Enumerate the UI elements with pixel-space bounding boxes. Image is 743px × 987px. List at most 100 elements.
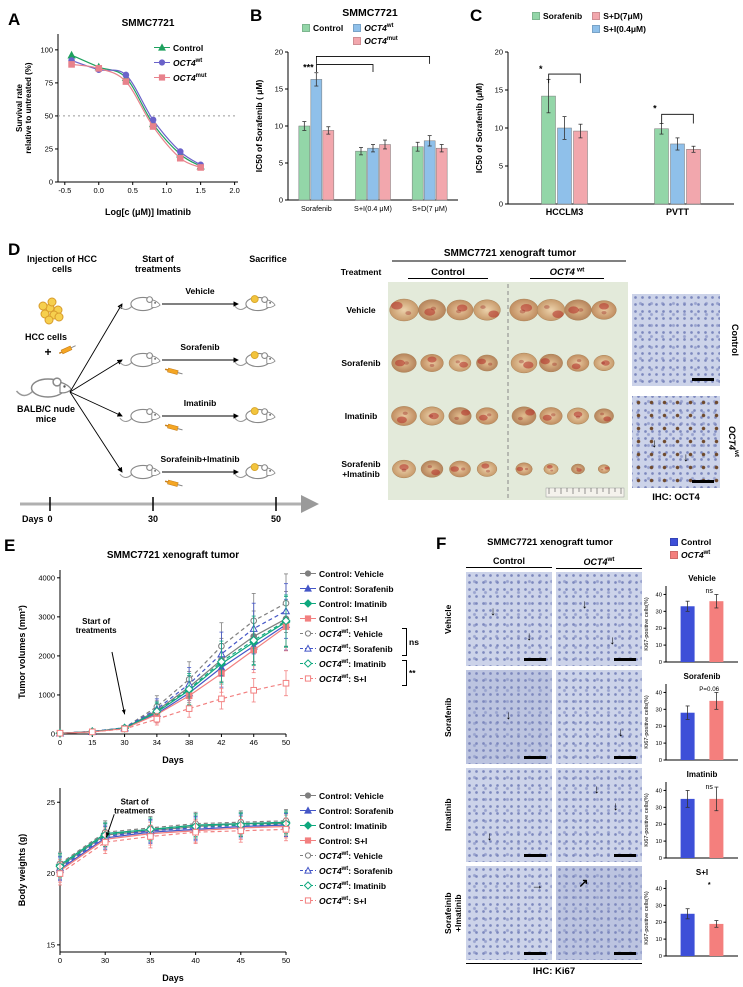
tumor-photo xyxy=(476,461,498,477)
stain-arrow-icon: ↓ xyxy=(683,450,690,465)
tumor-photo xyxy=(564,299,592,321)
svg-text:Control: Control xyxy=(431,267,465,278)
legend-item: OCT4wt: Sorafenib xyxy=(300,863,394,878)
svg-text:Imatinib: Imatinib xyxy=(345,411,378,421)
svg-text:50: 50 xyxy=(271,514,281,524)
svg-text:20: 20 xyxy=(656,626,662,632)
svg-text:2000: 2000 xyxy=(38,651,55,660)
legend-item: OCT4wt xyxy=(353,21,398,34)
svg-text:Start of: Start of xyxy=(142,254,175,264)
svg-text:SMMC7721 xenograft tumor: SMMC7721 xenograft tumor xyxy=(107,550,239,561)
body-weight-legend: Control: Vehicle Control: Sorafenib Contro… xyxy=(300,788,394,908)
ihc-ki67-image: ↓ ↓ xyxy=(466,572,552,666)
svg-text:HCCLM3: HCCLM3 xyxy=(546,207,584,217)
tumor-volume-legend: Control: Vehicle Control: Sorafenib Contro… xyxy=(300,566,394,686)
svg-text:HCC cells: HCC cells xyxy=(25,332,67,342)
stain-arrow-icon: ↓ xyxy=(526,629,533,644)
ki67-chart: 0 10 20 30 40 Vehicle ns Ki67-positive cells(%) xyxy=(644,574,738,666)
svg-text:34: 34 xyxy=(153,738,161,747)
tumor-photo xyxy=(475,407,499,425)
legend-item: Control: Imatinib xyxy=(300,818,394,833)
svg-text:Body weights (g): Body weights (g) xyxy=(17,834,27,907)
tumor-photo xyxy=(593,355,615,371)
mouse-icon xyxy=(234,295,276,312)
scale-bar xyxy=(524,756,546,759)
svg-text:IC50 of Sorafenib (μM): IC50 of Sorafenib (μM) xyxy=(474,83,484,173)
svg-text:0: 0 xyxy=(499,200,503,209)
legend-item: OCT4wt: Vehicle xyxy=(300,848,394,863)
svg-text:0: 0 xyxy=(58,956,62,965)
tumor-photo xyxy=(476,354,498,372)
mouse-icon xyxy=(119,464,161,480)
ihc-label-control: Control xyxy=(730,324,740,356)
ihc-ki67-image: ↓ xyxy=(466,670,552,764)
survival-legend: Control OCT4wt OCT4mut xyxy=(154,40,207,85)
legend-swatch xyxy=(670,537,678,546)
f-row-label: Sorafeinib +Imatinib xyxy=(443,892,463,934)
svg-text:15: 15 xyxy=(275,85,283,94)
svg-text:Sorafenib: Sorafenib xyxy=(341,358,380,368)
svg-text:0.0: 0.0 xyxy=(94,186,104,195)
legend-item: Control: S+I xyxy=(300,833,394,848)
body-weight-line-chart: 15 20 25 0 30 35 40 45 50 Days Body weights (g) Sta… xyxy=(17,788,291,983)
panel-b: B SMMC7721 Control OCT4wt OCT4mut 0 5 10 15 20… xyxy=(250,6,466,232)
svg-text:P=0.06: P=0.06 xyxy=(699,686,719,693)
svg-text:Vehicle: Vehicle xyxy=(185,286,215,296)
svg-text:SMMC7721 xenograft tumor: SMMC7721 xenograft tumor xyxy=(444,248,576,259)
svg-text:50: 50 xyxy=(282,738,290,747)
legend-swatch xyxy=(592,11,601,20)
legend-item: S+D(7μM) xyxy=(592,9,646,22)
svg-text:45: 45 xyxy=(237,956,245,965)
svg-text:100: 100 xyxy=(40,45,53,54)
svg-text:Ki67-positive cells(%): Ki67-positive cells(%) xyxy=(644,597,650,651)
f-row-label: Sorafenib xyxy=(443,697,453,737)
svg-text:Sorafenib: Sorafenib xyxy=(684,672,721,681)
svg-text:3000: 3000 xyxy=(38,612,55,621)
ihc-ki67-image: ↓ ↓ xyxy=(556,768,642,862)
svg-text:Imatinib: Imatinib xyxy=(184,398,217,408)
legend-item: OCT4mut xyxy=(353,34,398,47)
tumor-volume-chart: 0 1000 2000 3000 4000 0 15 30 34 38 42 46 50 SMMC7721… xyxy=(14,546,292,766)
legend-item: Control: Vehicle xyxy=(300,566,394,581)
svg-text:*: * xyxy=(708,882,711,889)
svg-text:0: 0 xyxy=(58,738,62,747)
panel-e: E 0 1000 2000 3000 4000 0 15 30 34 38 42 46 50 SMMC77… xyxy=(4,536,436,986)
svg-text:75: 75 xyxy=(45,78,53,87)
stain-arrow-icon: ↓ xyxy=(593,782,600,797)
ic50-c-legend: Sorafenib S+D(7μM) S+I(0.4μM) xyxy=(532,9,646,35)
tumor-photo xyxy=(418,299,446,321)
panel-label-c: C xyxy=(470,6,483,25)
svg-text:cells: cells xyxy=(52,264,72,274)
svg-text:20: 20 xyxy=(656,724,662,730)
svg-text:0: 0 xyxy=(659,758,662,764)
svg-text:10: 10 xyxy=(495,124,503,133)
svg-text:50: 50 xyxy=(282,956,290,965)
ihc-caption: IHC: OCT4 xyxy=(652,492,700,503)
ic50-smmc-chart: 0 5 10 15 20 Sorafenib S+I(0.4 μM) S+D(7 μM) IC5… xyxy=(252,44,464,230)
tumor-photo xyxy=(448,407,472,425)
svg-text:10: 10 xyxy=(656,937,662,943)
f-row-label: Imatinib xyxy=(443,798,453,832)
scale-bar xyxy=(614,756,636,759)
tumor-photo xyxy=(419,406,445,426)
svg-text:BALB/C nude: BALB/C nude xyxy=(17,404,75,414)
panel-a: A 0 25 50 75 100 -0.5 0.0 0.5 1.0 1.5 2.0 SMMC7721 L… xyxy=(8,8,246,224)
stain-arrow-icon: → xyxy=(531,878,544,893)
svg-text:*: * xyxy=(539,64,543,74)
svg-text:treatments: treatments xyxy=(76,626,117,635)
ihc-ki67-image: ↗ xyxy=(556,866,642,960)
ihc-ki67-image: ↓ ↓ xyxy=(556,572,642,666)
tumor-photo xyxy=(510,352,538,374)
ki67-chart: 0 10 20 30 40 Sorafenib P=0.06 Ki67-positive ce… xyxy=(644,672,738,764)
svg-text:S+I: S+I xyxy=(696,868,708,877)
svg-text:25: 25 xyxy=(47,798,55,807)
ki67-mini-chart: 0 10 20 30 40 Imatinib ns Ki67-positive cells(%… xyxy=(642,768,740,862)
svg-text:40: 40 xyxy=(656,886,662,892)
svg-text:30: 30 xyxy=(101,956,109,965)
legend-item: OCT4wt: Imatinib xyxy=(300,656,394,671)
tumor-photo xyxy=(543,463,559,475)
stain-arrow-icon: ↓ xyxy=(581,597,588,612)
tumor-photo xyxy=(511,406,537,426)
svg-text:0: 0 xyxy=(49,178,53,187)
